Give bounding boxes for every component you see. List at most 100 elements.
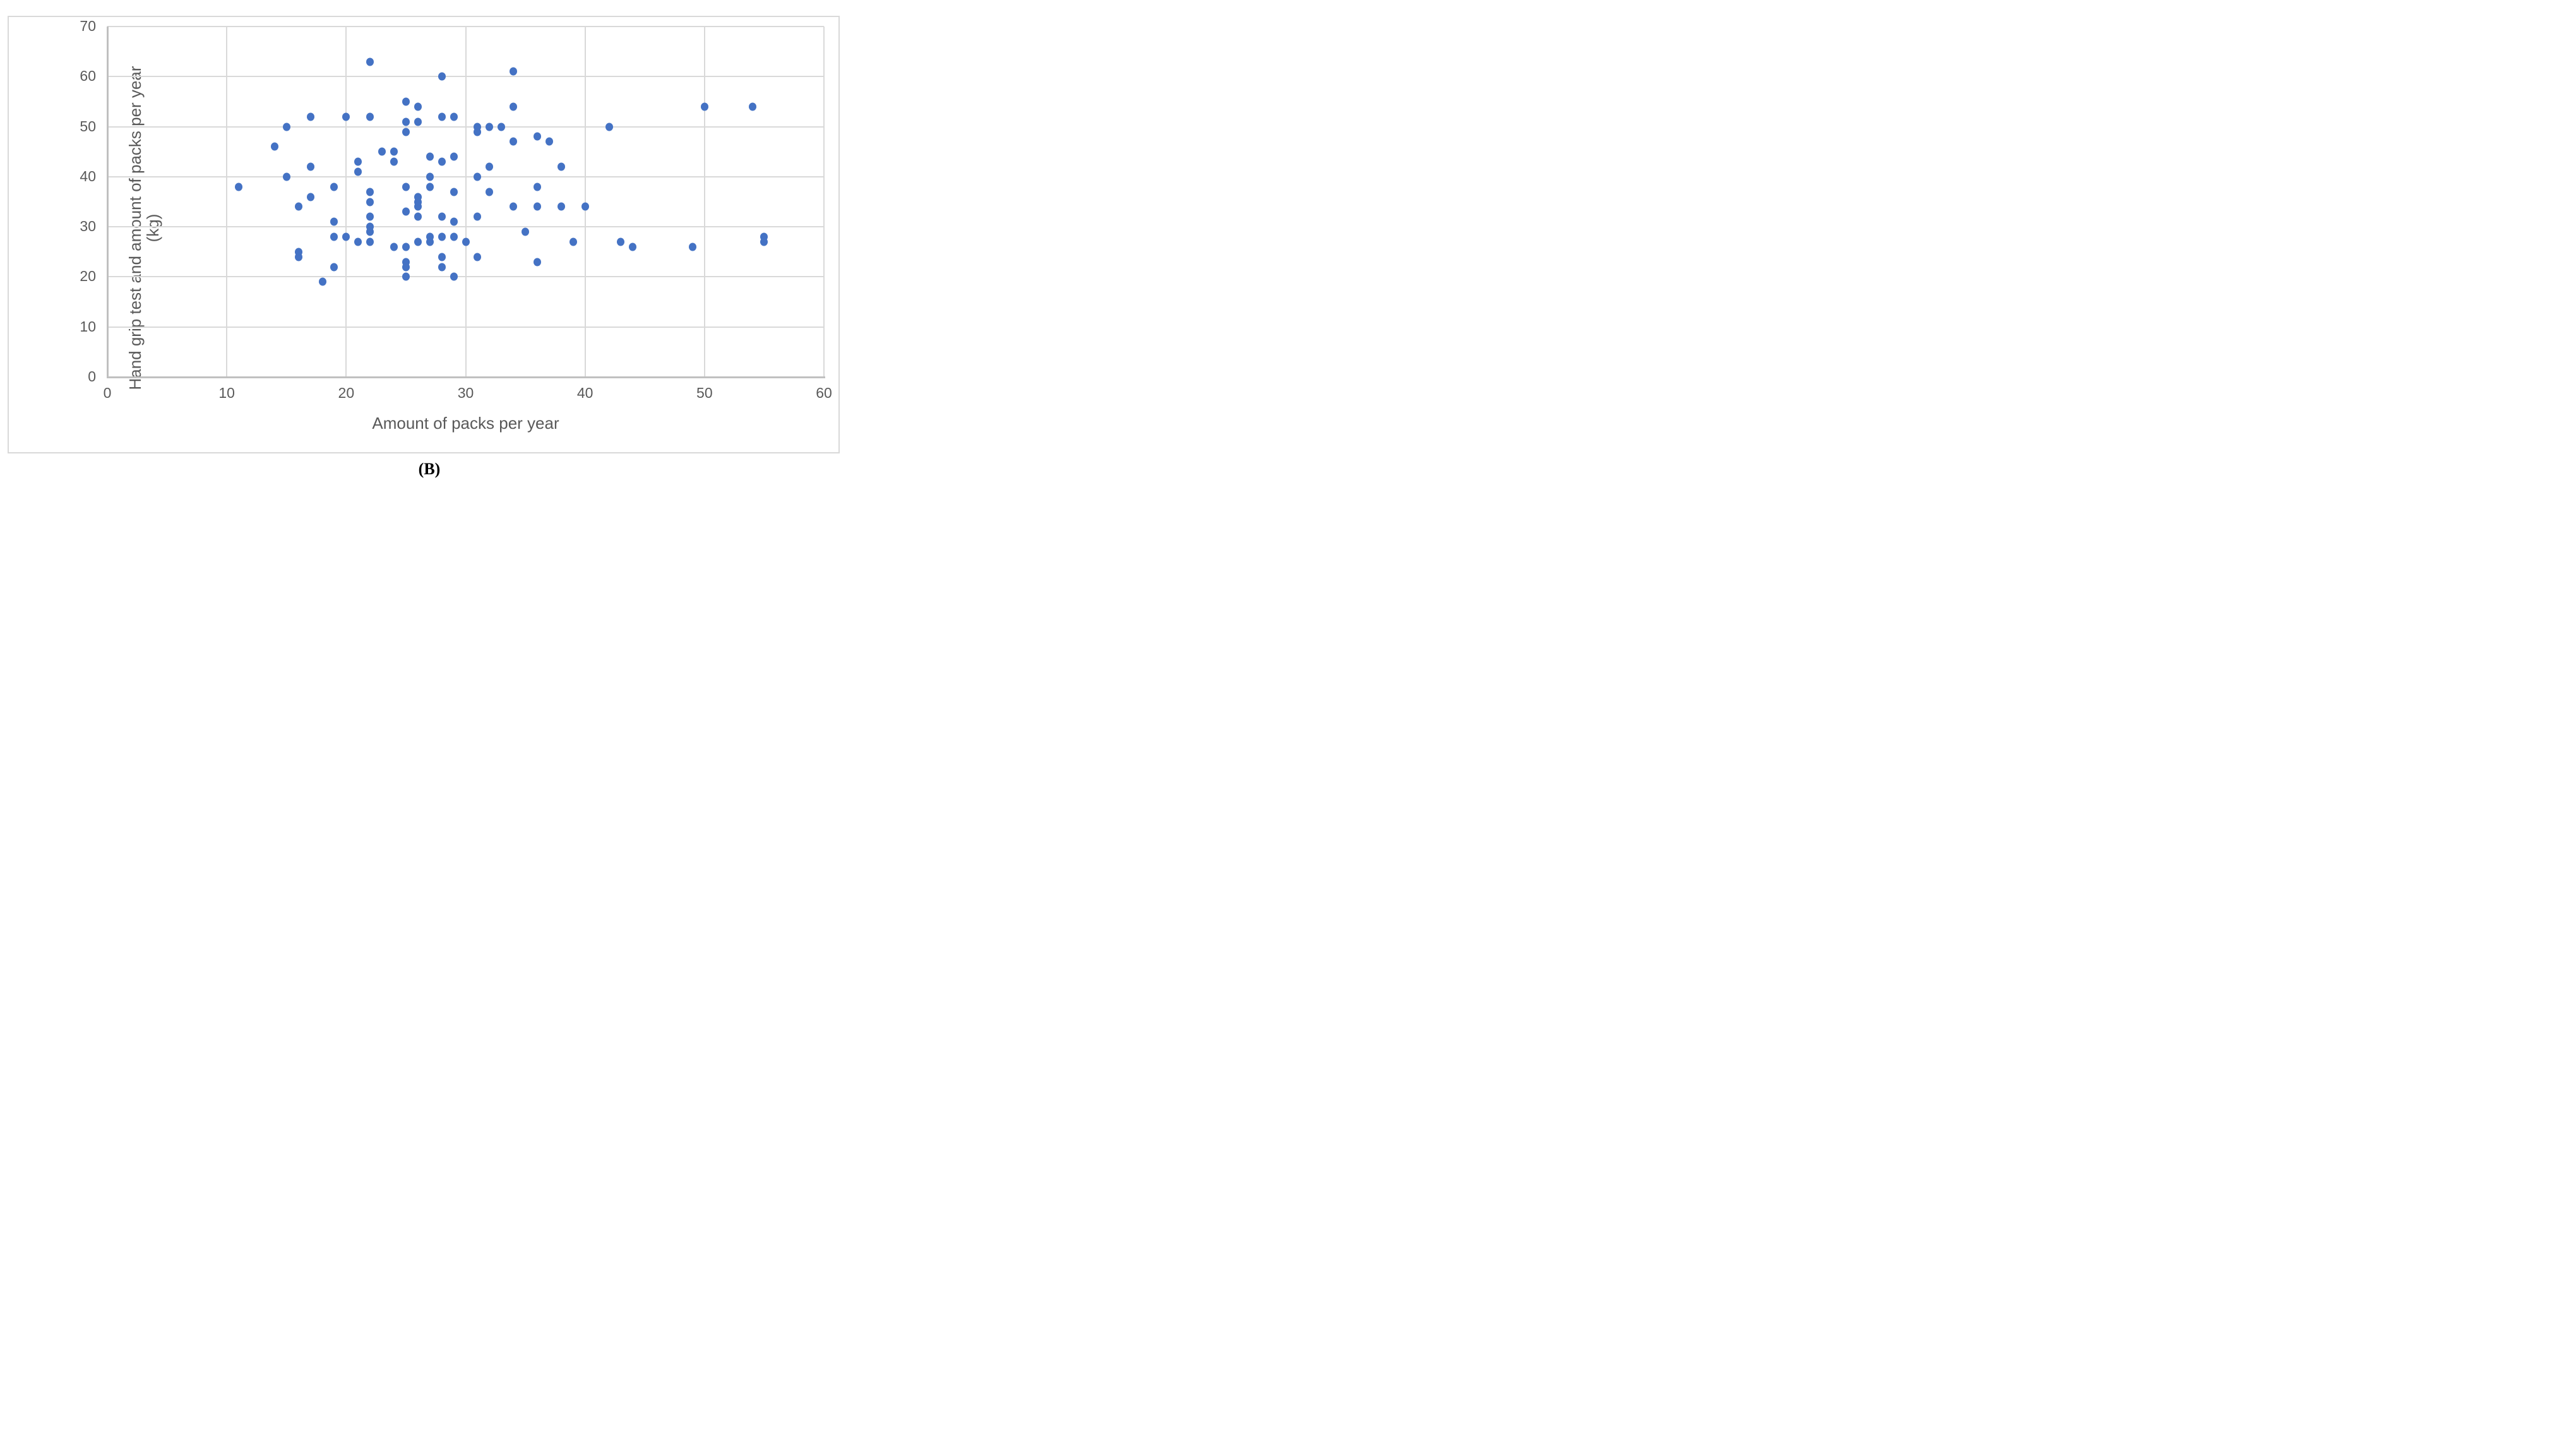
scatter-point-x24-y43: [390, 157, 398, 166]
x-tick-label-10: 10: [218, 385, 235, 401]
scatter-point-x22-y37: [366, 188, 374, 196]
scatter-point-x25-y33: [402, 207, 410, 216]
scatter-point-x22-y35: [366, 198, 374, 206]
chart-frame: [8, 16, 840, 453]
scatter-point-x14-y46: [270, 142, 278, 151]
scatter-point-x31-y40: [474, 172, 482, 181]
scatter-point-x28-y28: [438, 232, 446, 241]
scatter-point-x39-y27: [569, 237, 577, 246]
scatter-point-x34-y54: [510, 102, 518, 111]
scatter-point-x27-y38: [426, 183, 434, 191]
scatter-point-x35-y29: [522, 227, 530, 236]
scatter-point-x18-y19: [318, 277, 326, 286]
scatter-point-x32-y37: [486, 188, 494, 196]
y-axis-line: [106, 27, 109, 377]
scatter-point-x16-y34: [294, 202, 302, 211]
scatter-point-x25-y38: [402, 183, 410, 191]
scatter-point-x26-y51: [414, 117, 422, 126]
y-tick-label-20: 20: [80, 268, 96, 285]
x-tick-label-20: 20: [338, 385, 355, 401]
x-tick-label-40: 40: [576, 385, 593, 401]
figure-caption: (B): [418, 460, 441, 478]
scatter-point-x25-y51: [402, 117, 410, 126]
x-axis-title: Amount of packs per year: [372, 414, 559, 433]
scatter-point-x11-y38: [235, 183, 243, 191]
scatter-point-x30-y27: [462, 237, 470, 246]
scatter-point-x31-y24: [474, 253, 482, 261]
scatter-point-x26-y54: [414, 102, 422, 111]
scatter-point-x25-y20: [402, 272, 410, 281]
scatter-point-x22-y63: [366, 57, 374, 66]
y-axis-title-line2: (kg): [143, 213, 162, 243]
scatter-point-x22-y29: [366, 227, 374, 236]
scatter-point-x43-y27: [617, 237, 625, 246]
scatter-point-x21-y27: [354, 237, 362, 246]
scatter-point-x34-y34: [510, 202, 518, 211]
scatter-point-x32-y50: [486, 123, 494, 131]
scatter-point-x21-y43: [354, 157, 362, 166]
scatter-point-x27-y40: [426, 172, 434, 181]
x-axis-line: [106, 376, 825, 378]
scatter-point-x36-y23: [534, 258, 541, 267]
scatter-point-x20-y52: [342, 112, 350, 121]
scatter-point-x28-y60: [438, 72, 446, 81]
scatter-point-x19-y31: [330, 217, 338, 226]
x-tick-label-50: 50: [696, 385, 713, 401]
scatter-point-x34-y61: [510, 67, 518, 76]
x-tick-label-30: 30: [457, 385, 474, 401]
scatter-point-x38-y34: [557, 202, 565, 211]
gridline-x-50: [703, 27, 705, 377]
scatter-point-x55-y27: [760, 237, 768, 246]
scatter-point-x44-y26: [629, 243, 637, 251]
scatter-point-x36-y38: [534, 183, 541, 191]
scatter-point-x28-y43: [438, 157, 446, 166]
scatter-point-x29-y28: [450, 232, 458, 241]
gridline-x-40: [584, 27, 586, 377]
scatter-point-x29-y44: [450, 152, 458, 161]
scatter-point-x27-y44: [426, 152, 434, 161]
scatter-point-x34-y47: [510, 137, 518, 146]
y-tick-label-70: 70: [80, 18, 96, 34]
y-axis-title: Hand grip test and amount of packs per y…: [126, 32, 162, 424]
scatter-point-x28-y32: [438, 212, 446, 221]
scatter-point-x29-y52: [450, 112, 458, 121]
gridline-x-10: [226, 27, 228, 377]
scatter-point-x25-y22: [402, 263, 410, 272]
scatter-point-x31-y32: [474, 212, 482, 221]
scatter-point-x19-y28: [330, 232, 338, 241]
scatter-point-x29-y20: [450, 272, 458, 281]
scatter-point-x21-y41: [354, 167, 362, 176]
scatter-point-x22-y52: [366, 112, 374, 121]
scatter-point-x54-y54: [748, 102, 756, 111]
y-tick-label-40: 40: [80, 167, 96, 184]
scatter-point-x40-y34: [581, 202, 589, 211]
scatter-point-x33-y50: [498, 123, 506, 131]
scatter-point-x28-y24: [438, 253, 446, 261]
scatter-point-x15-y40: [282, 172, 290, 181]
scatter-point-x27-y27: [426, 237, 434, 246]
scatter-point-x17-y52: [306, 112, 314, 121]
scatter-point-x24-y26: [390, 243, 398, 251]
scatter-point-x50-y54: [700, 102, 708, 111]
scatter-point-x42-y50: [605, 123, 613, 131]
scatter-point-x36-y48: [534, 132, 541, 141]
scatter-point-x38-y42: [557, 162, 565, 171]
scatter-chart-figure: Hand grip test and amount of packs per y…: [0, 0, 859, 483]
scatter-point-x36-y34: [534, 202, 541, 211]
scatter-point-x26-y32: [414, 212, 422, 221]
scatter-point-x29-y31: [450, 217, 458, 226]
x-tick-label-60: 60: [816, 385, 832, 401]
x-tick-label-0: 0: [103, 385, 112, 401]
scatter-point-x25-y55: [402, 97, 410, 106]
scatter-point-x24-y45: [390, 147, 398, 156]
scatter-point-x16-y24: [294, 253, 302, 261]
scatter-point-x22-y32: [366, 212, 374, 221]
scatter-point-x32-y42: [486, 162, 494, 171]
scatter-point-x19-y38: [330, 183, 338, 191]
y-tick-label-60: 60: [80, 68, 96, 85]
scatter-point-x25-y49: [402, 128, 410, 136]
scatter-point-x20-y28: [342, 232, 350, 241]
scatter-point-x17-y36: [306, 193, 314, 201]
scatter-point-x25-y26: [402, 243, 410, 251]
gridline-x-60: [823, 27, 825, 377]
